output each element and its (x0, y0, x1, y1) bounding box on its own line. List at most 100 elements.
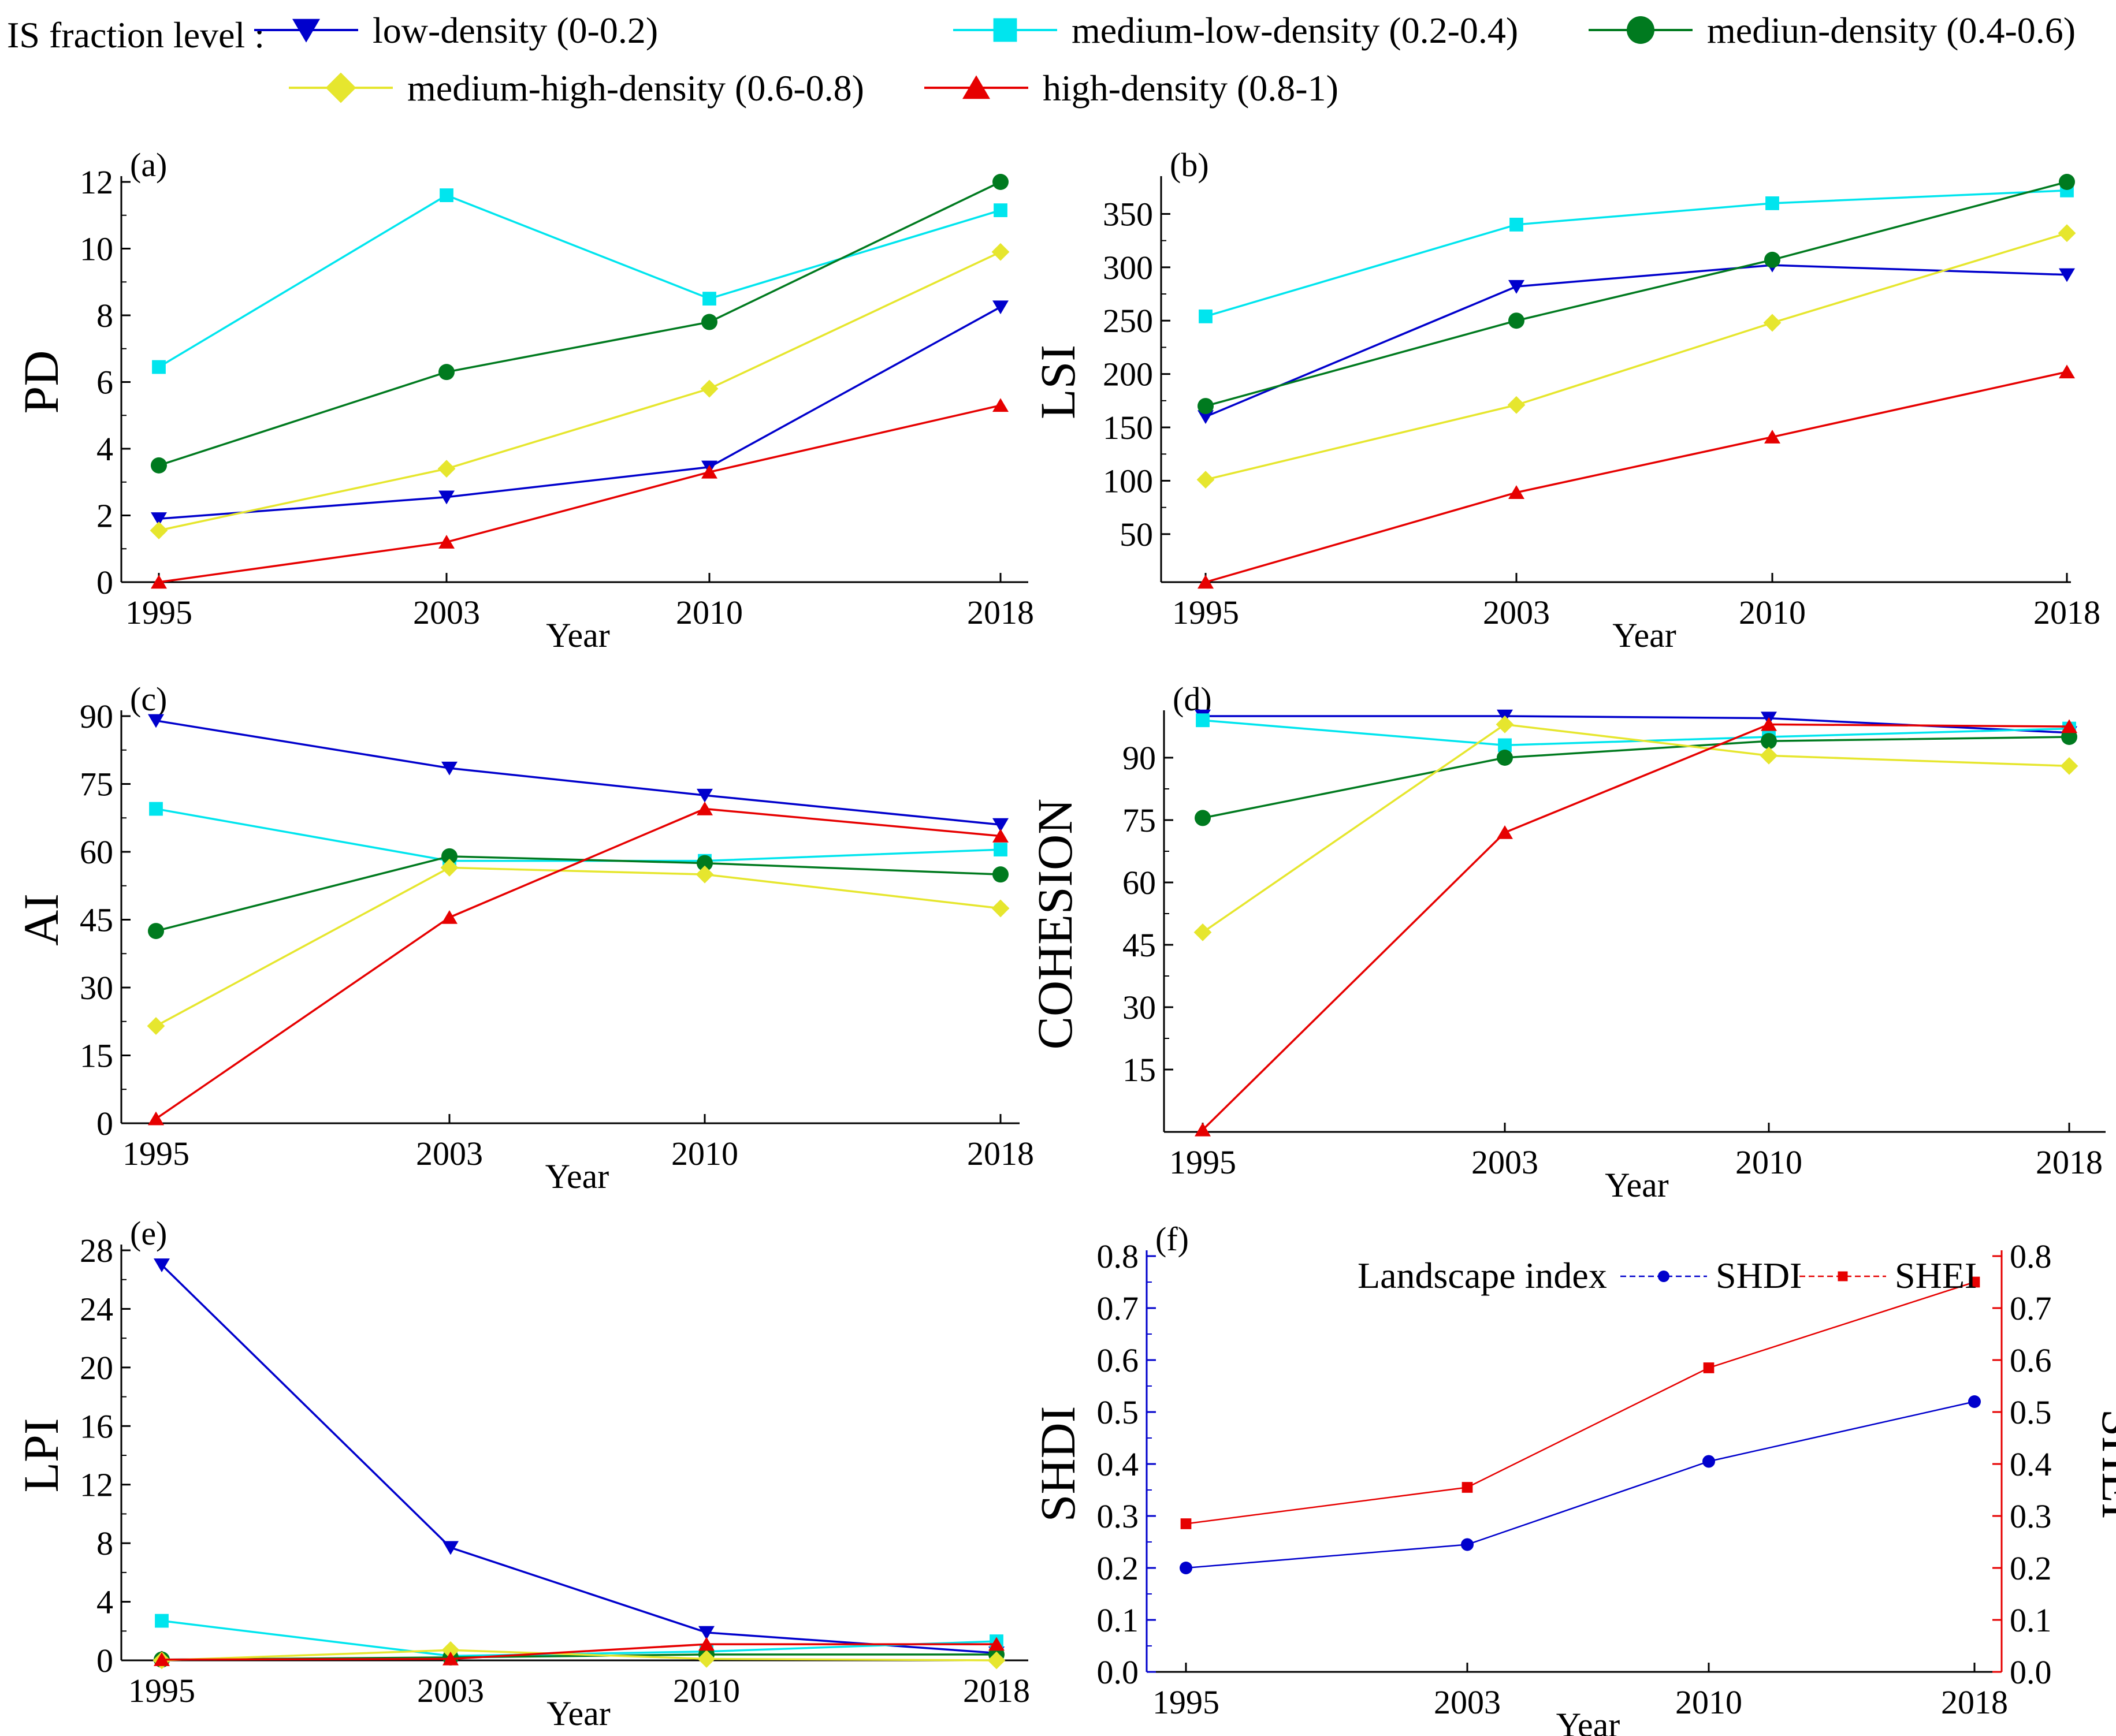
x-tick-label: 2003 (417, 1672, 484, 1709)
x-tick-label: 2018 (2033, 594, 2100, 631)
y-tick-label: 15 (1122, 1051, 1156, 1089)
data-point (1968, 1395, 1981, 1408)
y-tick-label: 0 (96, 564, 113, 601)
series-line (1202, 736, 2070, 819)
y-tick-label: 20 (80, 1349, 113, 1387)
x-tick-label: 2003 (416, 1135, 483, 1172)
x-axis-label: Year (1556, 1706, 1620, 1736)
data-point (148, 1111, 164, 1126)
data-point (1497, 750, 1513, 766)
x-axis-label: Year (1605, 1166, 1669, 1204)
y-tick-label: 2 (96, 497, 113, 535)
panel-label: (c) (130, 680, 167, 718)
data-point (994, 203, 1007, 217)
y-tick-label: 100 (1103, 462, 1153, 500)
data-point (155, 1614, 169, 1628)
series-line (155, 855, 1001, 932)
series-line (158, 306, 1001, 520)
y-tick-label: 4 (96, 430, 113, 468)
data-point (992, 818, 1009, 832)
data-point (697, 788, 713, 803)
series-line (155, 807, 1001, 1120)
series-line (158, 194, 1001, 368)
data-point (1198, 398, 1214, 415)
data-point (992, 398, 1009, 412)
data-point (149, 802, 163, 816)
y-tick-label: 200 (1103, 356, 1153, 393)
x-tick-label: 1995 (125, 594, 192, 631)
series-medium-high-density (1193, 716, 2078, 941)
series-line (1205, 189, 2067, 318)
data-point (441, 1641, 460, 1659)
data-point (1508, 485, 1524, 499)
panel-label: (e) (130, 1215, 167, 1252)
panel-f-legend-title: Landscape index (1358, 1255, 1607, 1296)
y-tick-label: 0.5 (1097, 1394, 1139, 1431)
data-point (698, 1626, 715, 1640)
y-tick-label: 50 (1120, 516, 1153, 553)
series-line (158, 404, 1001, 583)
y-tick-label: 0 (96, 1105, 113, 1142)
panel-f-legend-entry: SHEI (1799, 1255, 1977, 1296)
x-tick-label: 2003 (1483, 594, 1550, 631)
y-tick-label: 350 (1103, 195, 1153, 233)
x-tick-label: 2010 (1675, 1683, 1742, 1721)
legend-entry: medium-low-density (0.2-0.4) (953, 10, 1518, 51)
y-tick-label: 30 (80, 969, 113, 1007)
legend-entry: low-density (0-0.2) (254, 10, 658, 51)
x-axis-label: Year (545, 1157, 609, 1195)
x-tick-label: 1995 (122, 1135, 189, 1172)
data-point (1461, 1538, 1474, 1551)
y-axis-right-label: SHEI (2092, 1409, 2116, 1519)
legend-entry: medium-high-density (0.6-0.8) (289, 68, 864, 109)
data-point (1198, 575, 1214, 589)
legend-marker-icon (325, 72, 356, 103)
series-mediun-density (1198, 174, 2075, 415)
data-point (147, 1017, 165, 1035)
panel-f-legend-marker-icon (1658, 1271, 1669, 1282)
data-point (1195, 1122, 1211, 1137)
chart-panel-c: 0 15 30 45 60 75 90 1995 2003 2010 2018 Year AI (c) (13, 680, 1034, 1195)
series-high-density (151, 398, 1009, 589)
data-point (440, 188, 453, 202)
series-line (1185, 1281, 1975, 1525)
data-point (1462, 1482, 1473, 1493)
data-point (992, 828, 1009, 843)
data-point (442, 1541, 459, 1555)
data-point (1765, 196, 1779, 210)
series-line (155, 720, 1001, 826)
series-low-density (151, 300, 1009, 526)
x-axis-label: Year (546, 1694, 611, 1733)
y-tick-label: 60 (80, 833, 113, 871)
y-tick-label: 0 (96, 1642, 113, 1679)
data-point (1702, 1455, 1715, 1468)
y-tick-label: 15 (80, 1037, 113, 1075)
series-line (1205, 264, 2067, 418)
data-point (151, 512, 167, 526)
series-medium-high-density (1196, 224, 2076, 489)
data-point (148, 923, 164, 940)
data-point (1763, 314, 1782, 332)
legend-entry: high-density (0.8-1) (924, 68, 1338, 109)
y-tick-label: 0.3 (1097, 1497, 1139, 1535)
chart-panel-e: 0 4 8 12 16 20 24 28 1995 2003 2010 2018 Year LPI (e) (13, 1215, 1030, 1733)
data-point (151, 457, 167, 474)
data-point (697, 855, 713, 871)
panel-f-legend-label: SHDI (1716, 1255, 1802, 1296)
series-line (161, 1264, 997, 1655)
data-point (1508, 280, 1524, 294)
data-point (702, 292, 716, 306)
y-tick-label: 250 (1103, 302, 1153, 340)
y-tick-label: 60 (1122, 864, 1156, 901)
data-point (1496, 716, 1514, 733)
x-axis-label: Year (1612, 616, 1676, 654)
legend-label: medium-high-density (0.6-0.8) (407, 68, 864, 109)
x-tick-label: 2018 (1941, 1683, 2008, 1721)
data-point (700, 379, 719, 398)
data-point (2059, 268, 2075, 282)
series-high-density (154, 1637, 1005, 1666)
series-line (158, 251, 1001, 532)
data-point (701, 314, 717, 330)
data-point (1180, 1562, 1192, 1574)
